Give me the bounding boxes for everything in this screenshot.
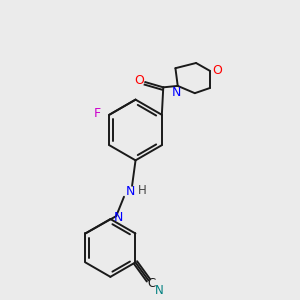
Text: H: H (138, 184, 147, 197)
Text: C: C (148, 277, 156, 290)
Text: O: O (134, 74, 144, 87)
Text: F: F (94, 107, 101, 120)
Text: N: N (126, 185, 135, 198)
Text: N: N (114, 211, 123, 224)
Text: N: N (172, 86, 181, 99)
Text: O: O (212, 64, 222, 77)
Text: N: N (155, 284, 164, 297)
